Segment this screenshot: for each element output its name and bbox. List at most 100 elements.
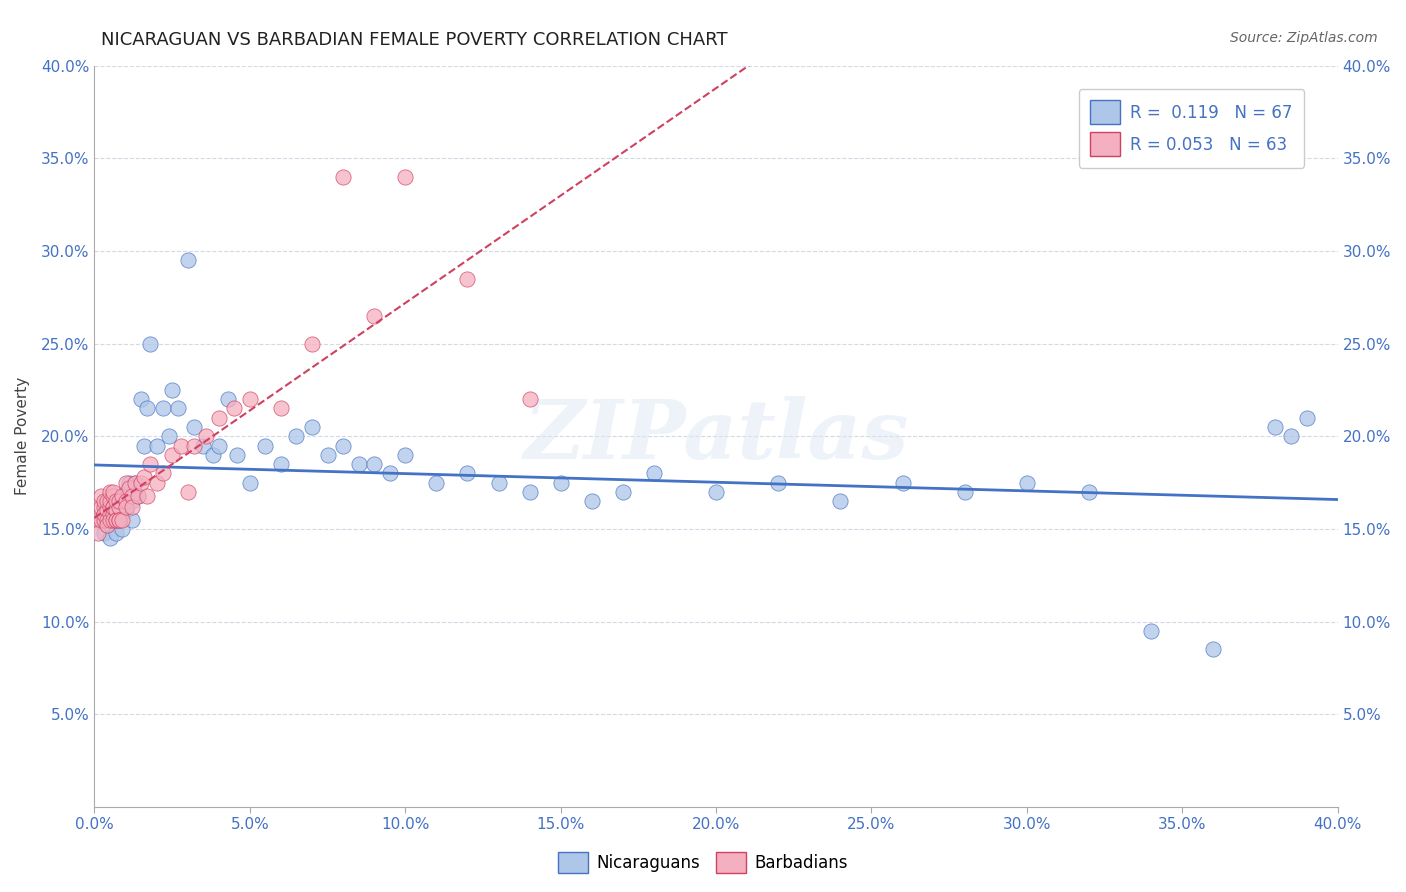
Point [316,448,339,462]
Y-axis label: Female Poverty: Female Poverty [15,377,30,495]
Point [105,513,128,527]
Point [766,475,789,490]
Point [101,484,124,499]
Point [239,392,262,407]
Point [108,513,131,527]
Point [239,475,262,490]
Point [105,513,128,527]
Point [394,448,416,462]
Point [111,503,134,517]
Point [101,513,124,527]
Point [98,494,121,508]
Point [160,383,183,397]
Point [157,429,180,443]
Point [891,475,914,490]
Point [183,420,205,434]
Point [96,513,118,527]
Point [121,489,143,503]
Point [139,457,162,471]
Point [98,507,121,521]
Point [111,513,134,527]
Point [217,392,239,407]
Point [394,169,416,184]
Point [270,401,292,416]
Text: NICARAGUAN VS BARBADIAN FEMALE POVERTY CORRELATION CHART: NICARAGUAN VS BARBADIAN FEMALE POVERTY C… [101,31,728,49]
Point [1202,642,1225,657]
Point [136,401,159,416]
Point [612,484,634,499]
Point [145,439,167,453]
Point [101,489,124,503]
Point [193,439,215,453]
Point [98,500,121,514]
Point [285,429,308,443]
Point [195,429,218,443]
Point [118,475,141,490]
Point [363,309,385,323]
Point [456,467,478,481]
Point [114,503,136,517]
Point [93,494,115,508]
Point [830,494,852,508]
Point [108,494,131,508]
Point [704,484,727,499]
Point [101,500,124,514]
Point [456,271,478,285]
Point [108,494,131,508]
Point [1279,429,1302,443]
Point [254,439,277,453]
Point [93,507,115,521]
Point [134,439,156,453]
Point [121,494,143,508]
Point [488,475,510,490]
Point [1015,475,1038,490]
Point [98,531,121,545]
Point [90,513,112,527]
Point [550,475,572,490]
Point [118,481,141,495]
Point [208,439,231,453]
Point [124,475,146,490]
Point [1295,410,1317,425]
Point [121,513,143,527]
Point [177,253,200,268]
Point [152,467,174,481]
Point [363,457,385,471]
Point [301,420,323,434]
Point [96,518,118,533]
Point [90,489,112,503]
Point [226,448,249,462]
Point [953,484,976,499]
Point [108,513,131,527]
Point [98,513,121,527]
Point [124,475,146,490]
Point [208,410,231,425]
Point [96,503,118,517]
Point [136,489,159,503]
Point [129,475,152,490]
Point [127,489,149,503]
Point [224,401,246,416]
Legend: R =  0.119   N = 67, R = 0.053   N = 63: R = 0.119 N = 67, R = 0.053 N = 63 [1078,89,1305,168]
Point [201,448,224,462]
Point [98,503,121,517]
Point [134,470,156,484]
Legend: Nicaraguans, Barbadians: Nicaraguans, Barbadians [551,846,855,880]
Point [167,401,190,416]
Point [93,525,115,540]
Point [183,439,205,453]
Point [114,500,136,514]
Point [105,503,128,517]
Point [96,518,118,533]
Point [177,484,200,499]
Point [101,507,124,521]
Point [270,457,292,471]
Point [111,522,134,536]
Point [139,336,162,351]
Point [111,489,134,503]
Text: Source: ZipAtlas.com: Source: ZipAtlas.com [1230,31,1378,45]
Point [519,484,541,499]
Point [152,401,174,416]
Point [519,392,541,407]
Point [93,500,115,514]
